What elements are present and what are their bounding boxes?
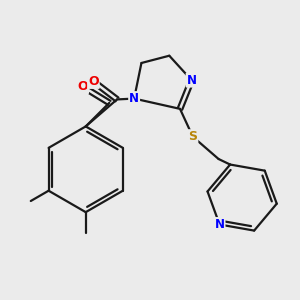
Text: O: O — [77, 80, 88, 93]
Text: N: N — [129, 92, 139, 105]
Text: N: N — [187, 74, 196, 87]
Text: O: O — [88, 75, 99, 88]
Text: S: S — [188, 130, 197, 143]
Text: N: N — [214, 218, 225, 231]
